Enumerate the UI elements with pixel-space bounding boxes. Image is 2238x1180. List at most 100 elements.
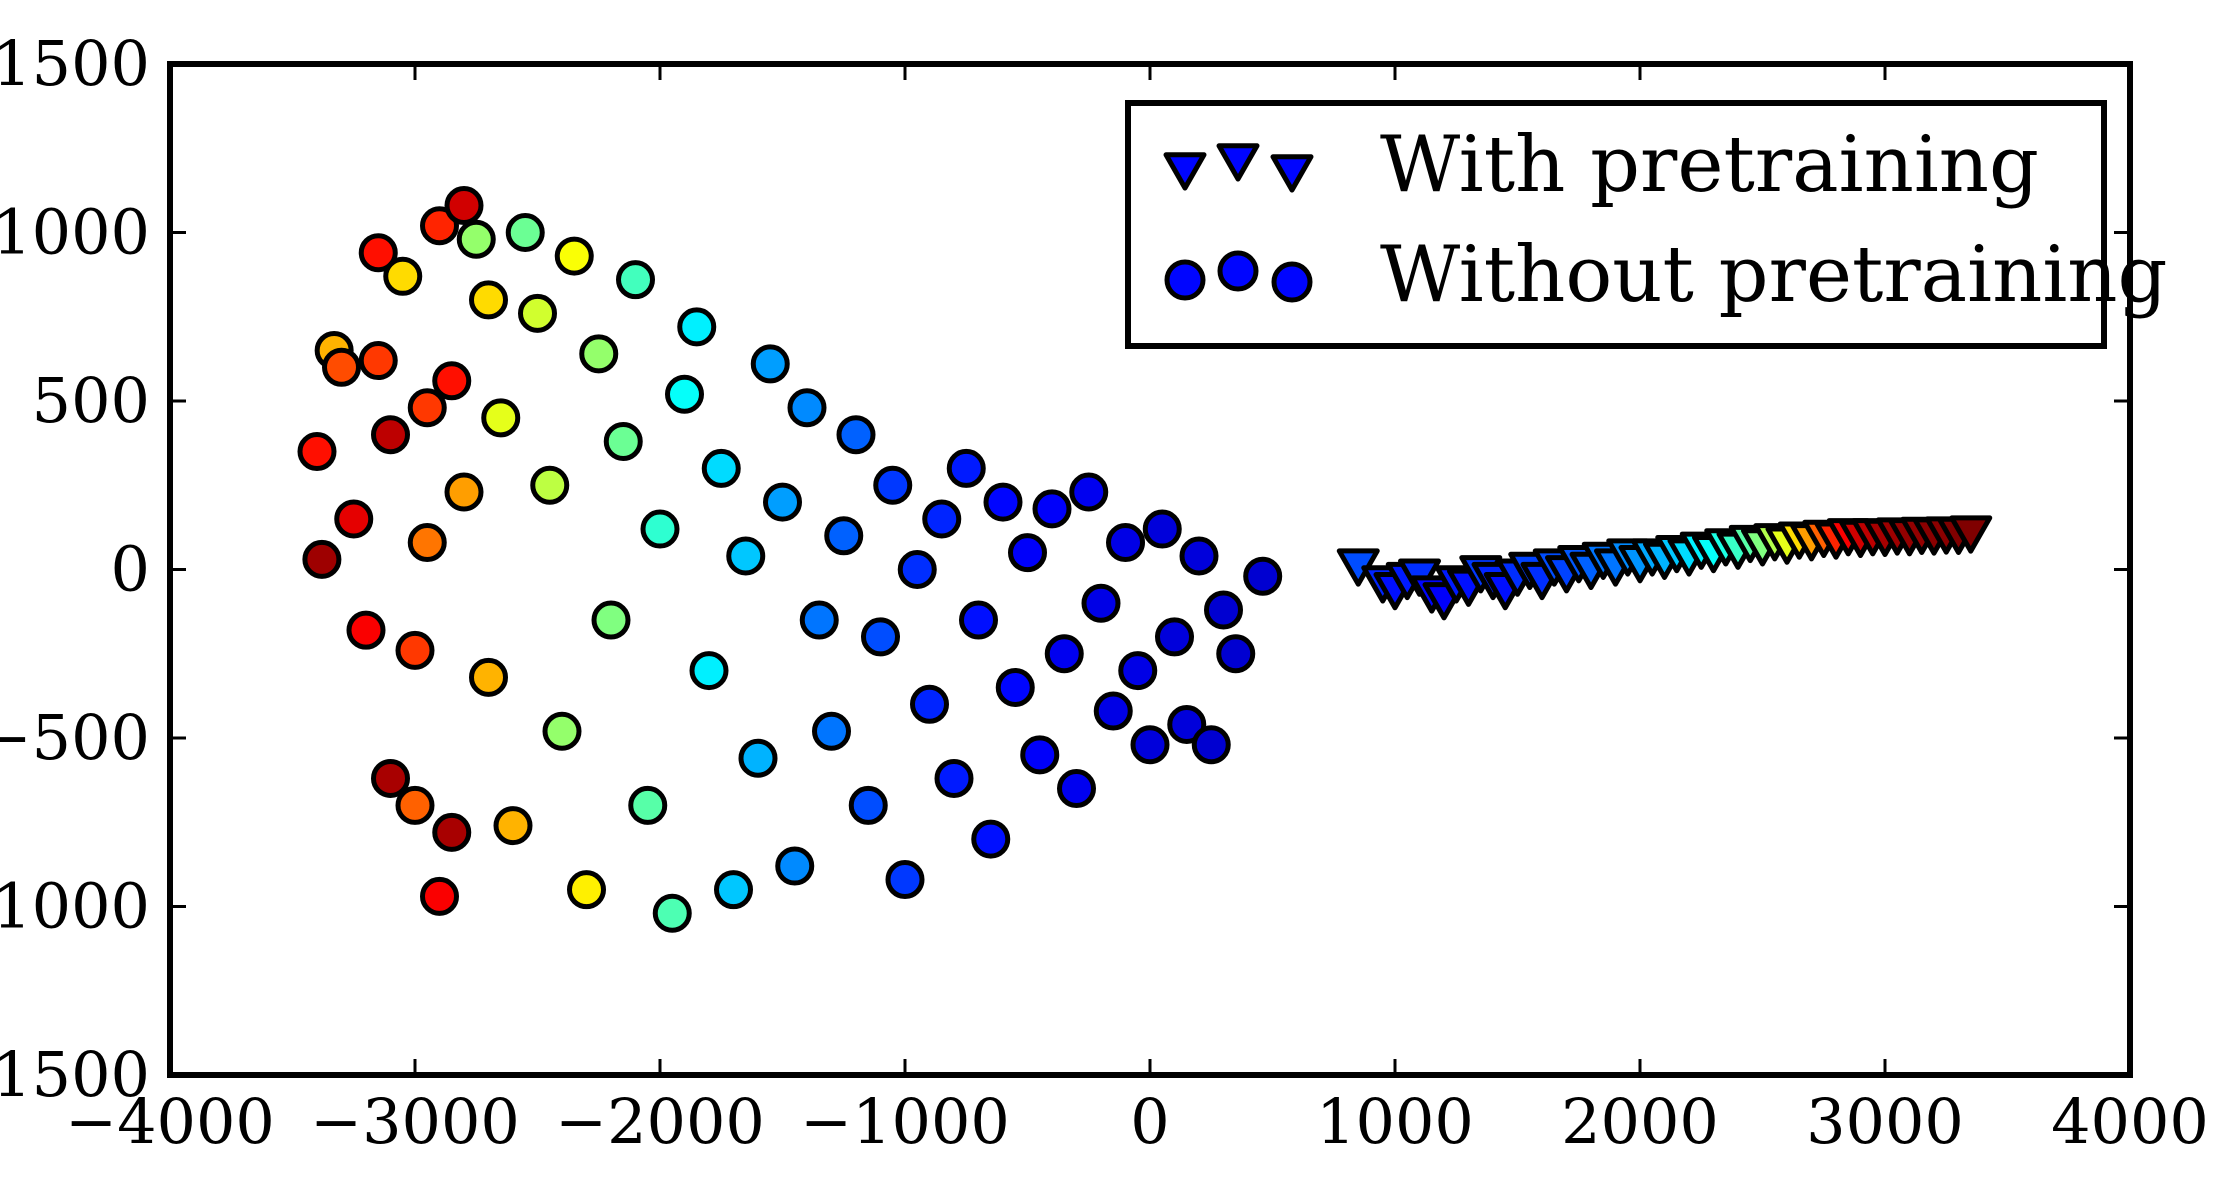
legend-marker-triangle — [1216, 143, 1260, 182]
y-tick-label: −500 — [0, 701, 150, 774]
scatter-point-without-pretraining — [946, 448, 986, 488]
scatter-point-without-pretraining — [971, 819, 1011, 859]
scatter-point-without-pretraining — [799, 600, 839, 640]
x-tick-label: 2000 — [1561, 1085, 1719, 1158]
scatter-point-without-pretraining — [616, 260, 655, 300]
scatter-point-without-pretraining — [652, 893, 692, 933]
scatter-point-without-pretraining — [848, 785, 888, 825]
x-tick-label: 3000 — [1806, 1085, 1964, 1158]
scatter-point-without-pretraining — [1069, 472, 1109, 512]
scatter-point-without-pretraining — [542, 711, 582, 751]
scatter-point-without-pretraining — [787, 388, 827, 428]
scatter-point-without-pretraining — [726, 536, 766, 576]
scatter-point-without-pretraining — [1008, 533, 1047, 573]
scatter-point-without-pretraining — [750, 344, 790, 384]
scatter-point-without-pretraining — [873, 465, 913, 505]
scatter-point-without-pretraining — [371, 758, 410, 798]
scatter-point-without-pretraining — [836, 415, 876, 455]
scatter-point-without-pretraining — [738, 738, 778, 778]
scatter-point-without-pretraining — [420, 876, 459, 916]
scatter-point-with-pretraining — [1949, 515, 1993, 554]
scatter-point-without-pretraining — [358, 341, 398, 381]
scatter-point-without-pretraining — [885, 860, 925, 900]
scatter-point-without-pretraining — [959, 600, 998, 640]
scatter-point-without-pretraining — [579, 334, 619, 374]
legend-label-without-pretraining: Without pretraining — [1380, 230, 2167, 320]
legend-marker-triangle — [1270, 154, 1314, 193]
scatter-point-without-pretraining — [444, 186, 484, 226]
scatter-point-without-pretraining — [714, 870, 753, 910]
scatter-point-without-pretraining — [934, 758, 974, 798]
scatter-point-without-pretraining — [591, 600, 631, 640]
scatter-point-without-pretraining — [763, 482, 802, 522]
scatter-point-without-pretraining — [334, 499, 374, 539]
scatter-point-without-pretraining — [371, 415, 410, 455]
scatter-point-without-pretraining — [395, 785, 435, 825]
legend-markers — [1163, 143, 1314, 303]
scatter-point-without-pretraining — [456, 219, 496, 259]
scatter-point-without-pretraining — [1167, 705, 1207, 745]
scatter-point-without-pretraining — [469, 280, 508, 320]
scatter-point-without-pretraining — [1130, 725, 1170, 765]
scatter-point-without-pretraining — [910, 684, 949, 724]
scatter-point-without-pretraining — [824, 516, 864, 556]
y-tick-label: −1500 — [0, 1038, 150, 1111]
scatter-point-without-pretraining — [358, 233, 398, 273]
scatter-point-without-pretraining — [469, 657, 508, 697]
scatter-point-without-pretraining — [302, 539, 342, 579]
scatter-point-without-pretraining — [1020, 735, 1060, 775]
x-tick-label: −2000 — [555, 1085, 765, 1158]
scatter-point-without-pretraining — [689, 651, 729, 691]
scatter-point-without-pretraining — [1057, 769, 1096, 809]
scatter-point-without-pretraining — [665, 374, 704, 414]
scatter-point-without-pretraining — [395, 630, 435, 670]
scatter-point-without-pretraining — [432, 361, 472, 401]
scatter-point-without-pretraining — [407, 388, 447, 428]
scatter-point-without-pretraining — [530, 465, 570, 505]
legend-box — [1125, 100, 2107, 349]
scatter-point-without-pretraining — [1216, 634, 1256, 674]
scatter-point-without-pretraining — [297, 432, 337, 472]
legend-marker-circle — [1271, 261, 1313, 303]
scatter-point-without-pretraining — [897, 550, 937, 589]
scatter-point-without-pretraining — [432, 812, 472, 852]
scatter-point-without-pretraining — [346, 610, 386, 650]
scatter-point-without-pretraining — [1032, 489, 1072, 529]
scatter-point-without-pretraining — [983, 482, 1023, 522]
y-tick-label: −1000 — [0, 870, 150, 943]
y-tick-label: 1000 — [0, 196, 150, 269]
scatter-point-without-pretraining — [493, 806, 533, 846]
scatter-point-without-pretraining — [1243, 556, 1283, 596]
scatter-point-without-pretraining — [922, 499, 962, 539]
y-tick-label: 1500 — [0, 27, 150, 100]
scatter-point-without-pretraining — [1179, 536, 1219, 576]
legend: With pretraining Without pretraining — [1125, 100, 2167, 349]
scatter-point-without-pretraining — [1118, 651, 1158, 691]
x-tick-label: −4000 — [65, 1085, 275, 1158]
scatter-point-without-pretraining — [995, 667, 1035, 707]
x-tick-label: 1000 — [1316, 1085, 1474, 1158]
scatter-point-without-pretraining — [701, 448, 741, 488]
x-tick-label: −3000 — [310, 1085, 520, 1158]
scatter-point-without-pretraining — [567, 870, 606, 910]
scatter-point-without-pretraining — [1093, 691, 1133, 731]
scatter-point-without-pretraining — [1081, 583, 1121, 623]
scatter-point-without-pretraining — [1155, 617, 1194, 657]
ticks-layer: −4000 −3000 −2000 −1000 0 1000 2000 3000 4000 −15… — [0, 27, 2209, 1158]
scatter-point-without-pretraining — [677, 307, 717, 347]
scatter-point-without-pretraining — [518, 293, 557, 333]
scatter-point-without-pretraining — [1142, 509, 1182, 549]
scatter-point-without-pretraining — [554, 236, 594, 276]
scatter-point-without-pretraining — [505, 213, 545, 252]
scatter-point-without-pretraining — [775, 846, 815, 886]
scatter-point-without-pretraining — [1204, 590, 1243, 630]
scatter-point-without-pretraining — [420, 206, 459, 246]
scatter-point-without-pretraining — [812, 711, 851, 751]
legend-marker-triangle — [1163, 152, 1207, 191]
scatter-point-without-pretraining — [640, 509, 680, 549]
scatter-point-without-pretraining — [383, 256, 423, 296]
legend-label-with-pretraining: With pretraining — [1380, 120, 2039, 210]
scatter-point-without-pretraining — [603, 421, 643, 461]
marks-layer — [297, 186, 1993, 933]
